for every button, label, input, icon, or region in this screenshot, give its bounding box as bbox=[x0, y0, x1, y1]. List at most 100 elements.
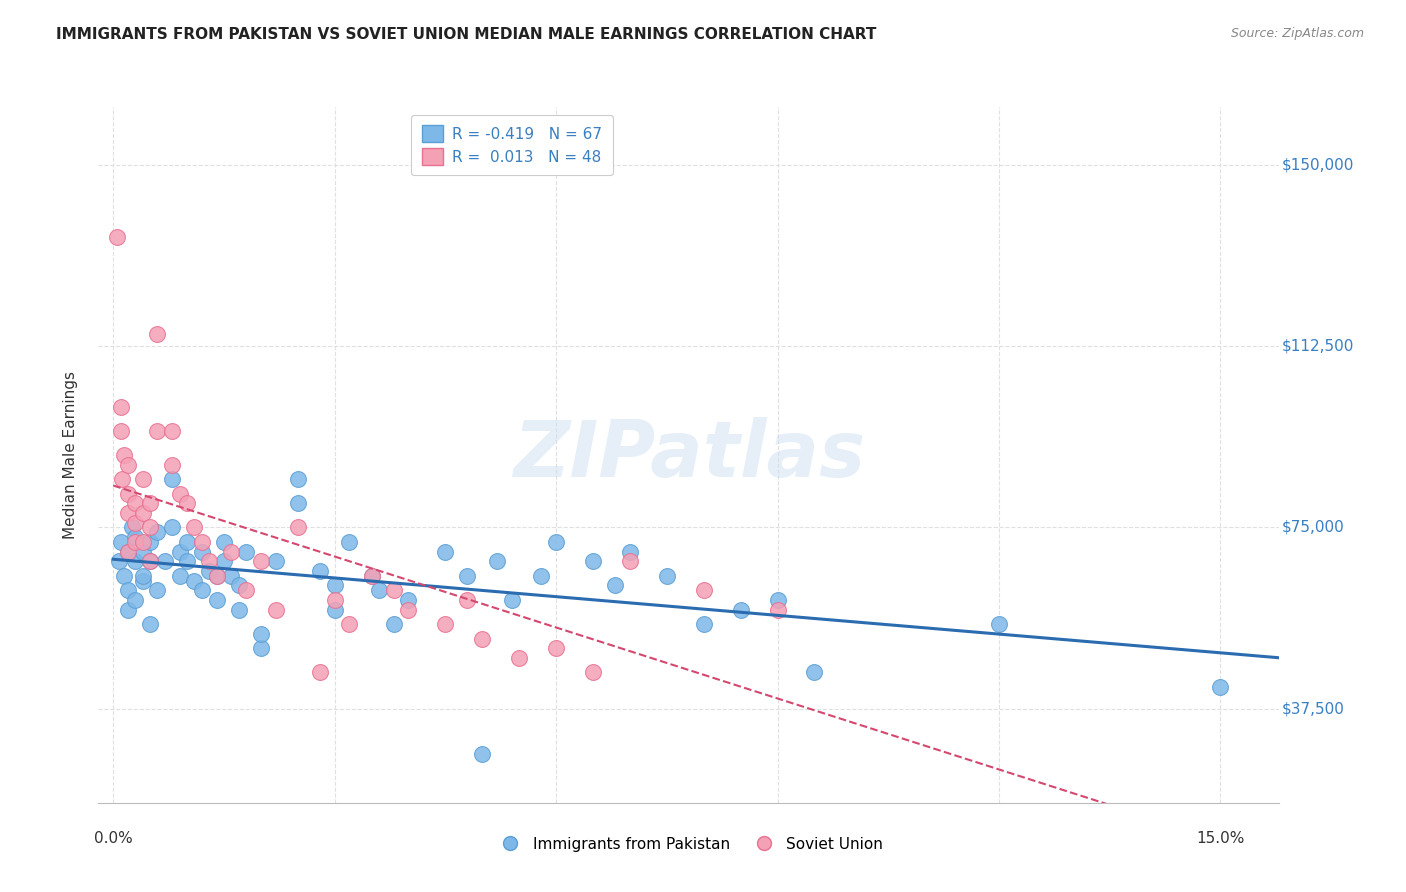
Point bbox=[124, 530, 146, 544]
Point bbox=[309, 665, 332, 680]
Point bbox=[471, 747, 494, 762]
Point bbox=[132, 534, 155, 549]
Point bbox=[124, 592, 146, 607]
Point bbox=[619, 544, 641, 558]
Y-axis label: Median Male Earnings: Median Male Earnings bbox=[63, 371, 77, 539]
Point bbox=[766, 602, 789, 616]
Point bbox=[110, 534, 132, 549]
Point bbox=[117, 458, 139, 472]
Point bbox=[117, 544, 139, 558]
Point bbox=[486, 554, 509, 568]
Legend: Immigrants from Pakistan, Soviet Union: Immigrants from Pakistan, Soviet Union bbox=[488, 830, 890, 858]
Point bbox=[105, 230, 128, 244]
Point bbox=[176, 534, 198, 549]
Point bbox=[264, 602, 287, 616]
Point bbox=[456, 592, 478, 607]
Point bbox=[162, 424, 183, 438]
Point bbox=[146, 424, 169, 438]
Point bbox=[176, 554, 198, 568]
Point bbox=[287, 496, 309, 510]
Point bbox=[228, 602, 250, 616]
Point bbox=[176, 496, 198, 510]
Point bbox=[162, 520, 183, 534]
Point bbox=[124, 496, 146, 510]
Point bbox=[235, 583, 257, 598]
Point bbox=[198, 554, 221, 568]
Point bbox=[582, 554, 605, 568]
Point bbox=[250, 641, 273, 656]
Point bbox=[250, 626, 273, 640]
Point bbox=[382, 583, 405, 598]
Text: 15.0%: 15.0% bbox=[1197, 830, 1244, 846]
Point bbox=[530, 568, 553, 582]
Text: Source: ZipAtlas.com: Source: ZipAtlas.com bbox=[1230, 27, 1364, 40]
Point bbox=[456, 568, 478, 582]
Point bbox=[191, 534, 214, 549]
Point bbox=[212, 534, 235, 549]
Point bbox=[132, 472, 155, 486]
Point bbox=[139, 534, 162, 549]
Point bbox=[124, 554, 146, 568]
Point bbox=[169, 544, 191, 558]
Point bbox=[183, 520, 205, 534]
Point bbox=[655, 568, 678, 582]
Point bbox=[235, 544, 257, 558]
Point bbox=[323, 602, 346, 616]
Point bbox=[382, 617, 405, 632]
Point bbox=[360, 568, 382, 582]
Point bbox=[191, 544, 214, 558]
Point bbox=[219, 544, 242, 558]
Point bbox=[132, 544, 155, 558]
Text: $37,500: $37,500 bbox=[1282, 701, 1344, 716]
Point bbox=[603, 578, 626, 592]
Point bbox=[987, 617, 1010, 632]
Point bbox=[212, 554, 235, 568]
Point bbox=[434, 617, 457, 632]
Point bbox=[264, 554, 287, 568]
Point bbox=[111, 472, 134, 486]
Point bbox=[139, 554, 162, 568]
Point bbox=[508, 651, 530, 665]
Point bbox=[191, 583, 214, 598]
Text: $112,500: $112,500 bbox=[1282, 339, 1354, 354]
Text: $75,000: $75,000 bbox=[1282, 520, 1344, 535]
Point bbox=[766, 592, 789, 607]
Text: IMMIGRANTS FROM PAKISTAN VS SOVIET UNION MEDIAN MALE EARNINGS CORRELATION CHART: IMMIGRANTS FROM PAKISTAN VS SOVIET UNION… bbox=[56, 27, 876, 42]
Point bbox=[582, 665, 605, 680]
Point bbox=[139, 554, 162, 568]
Point bbox=[132, 574, 155, 588]
Point bbox=[117, 583, 139, 598]
Point bbox=[730, 602, 752, 616]
Point bbox=[323, 578, 346, 592]
Point bbox=[132, 506, 155, 520]
Point bbox=[198, 564, 221, 578]
Point bbox=[110, 400, 132, 414]
Point bbox=[121, 520, 143, 534]
Point bbox=[117, 544, 139, 558]
Point bbox=[117, 602, 139, 616]
Point bbox=[139, 617, 162, 632]
Point bbox=[309, 564, 332, 578]
Point bbox=[169, 568, 191, 582]
Point bbox=[117, 486, 139, 500]
Point bbox=[205, 592, 228, 607]
Point bbox=[287, 520, 309, 534]
Point bbox=[396, 592, 419, 607]
Point bbox=[205, 568, 228, 582]
Point bbox=[323, 592, 346, 607]
Point bbox=[205, 568, 228, 582]
Point bbox=[183, 574, 205, 588]
Point bbox=[544, 641, 567, 656]
Point bbox=[337, 534, 360, 549]
Point bbox=[153, 554, 176, 568]
Point bbox=[124, 534, 146, 549]
Point bbox=[139, 520, 162, 534]
Point bbox=[1209, 680, 1232, 694]
Point bbox=[287, 472, 309, 486]
Point bbox=[337, 617, 360, 632]
Point bbox=[108, 554, 131, 568]
Point bbox=[169, 486, 191, 500]
Point bbox=[692, 617, 714, 632]
Point bbox=[162, 458, 183, 472]
Text: 0.0%: 0.0% bbox=[94, 830, 132, 846]
